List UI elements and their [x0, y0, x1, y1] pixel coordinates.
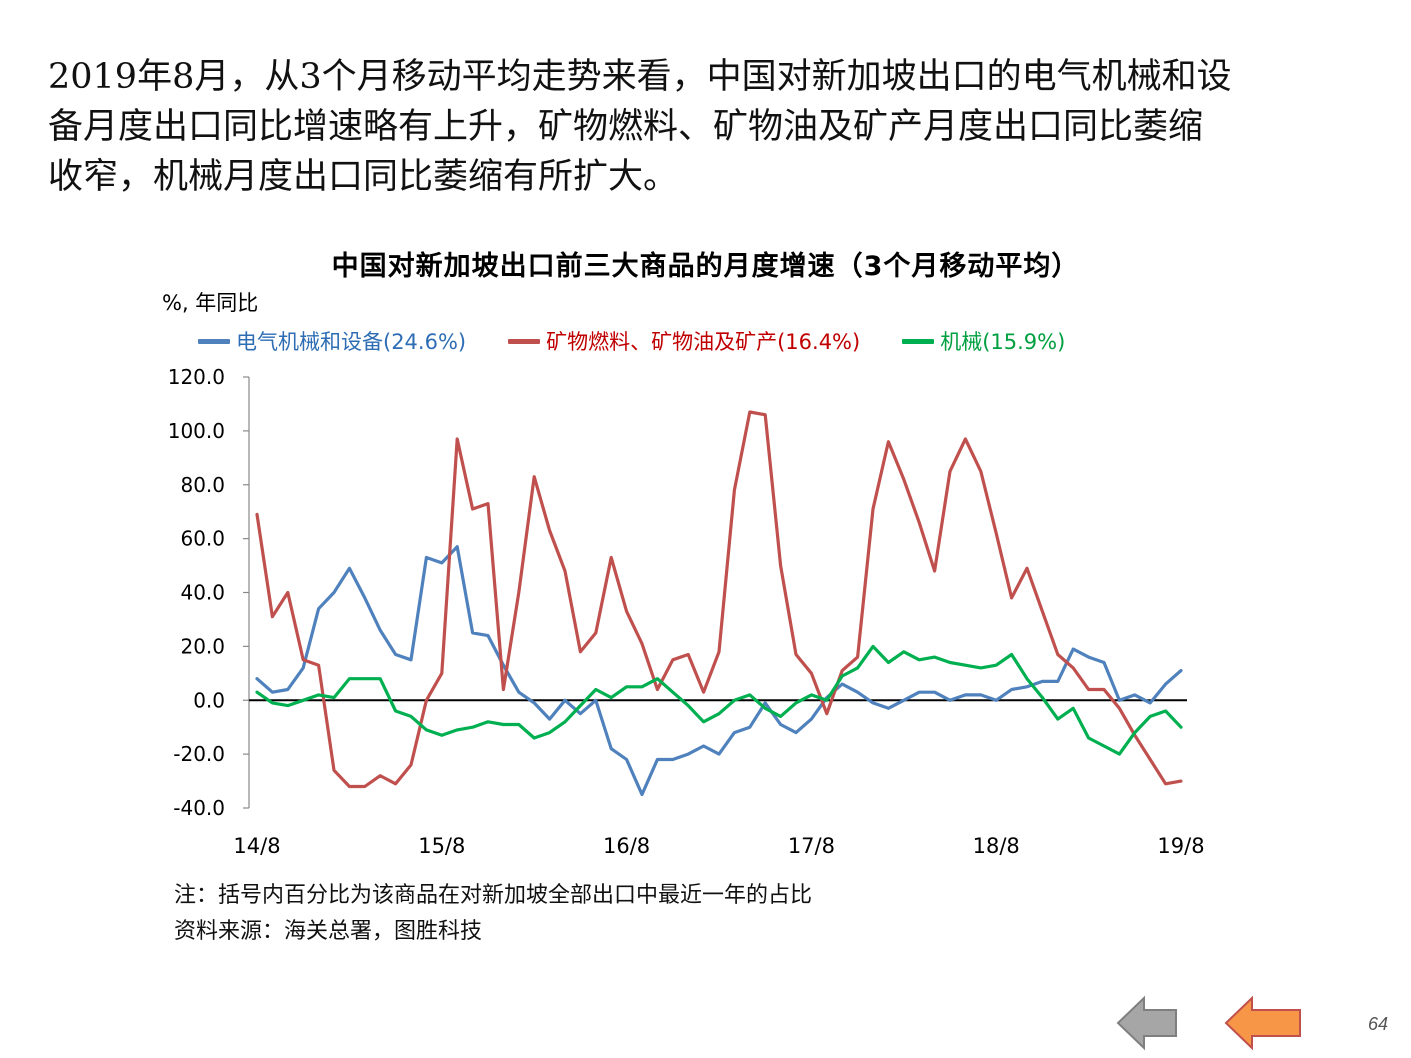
- chart-notes: 注：括号内百分比为该商品在对新加坡全部出口中最近一年的占比 资料来源：海关总署，…: [174, 878, 812, 950]
- headline-paragraph: 2019年8月，从3个月移动平均走势来看，中国对新加坡出口的电气机械和设 备月度…: [48, 52, 1378, 202]
- y-tick-label: 40.0: [180, 581, 225, 605]
- y-axis-unit-label: %, 年同比: [162, 291, 259, 315]
- y-tick-label: -40.0: [173, 796, 225, 820]
- y-tick-label: 120.0: [168, 365, 225, 389]
- series-line-electrical: [255, 545, 1183, 797]
- legend-label-machinery: 机械(15.9%): [940, 330, 1066, 354]
- chart-legend: 电气机械和设备(24.6%) 矿物燃料、矿物油及矿产(16.4%) 机械(15.…: [198, 326, 1107, 356]
- left-arrow-icon: [1116, 995, 1177, 1051]
- y-tick-label: 60.0: [180, 527, 225, 551]
- series-line-mineral-fuels: [255, 410, 1183, 789]
- forward-arrow-button[interactable]: [1222, 994, 1304, 1052]
- legend-label-electrical: 电气机械和设备(24.6%): [236, 330, 467, 354]
- headline-line-1: 2019年8月，从3个月移动平均走势来看，中国对新加坡出口的电气机械和设: [48, 57, 1232, 97]
- series-line-machinery: [255, 644, 1183, 756]
- legend-swatch-electrical: [198, 338, 230, 344]
- legend-item-electrical: 电气机械和设备(24.6%): [198, 326, 466, 356]
- footnote: 注：括号内百分比为该商品在对新加坡全部出口中最近一年的占比: [174, 883, 813, 908]
- legend-swatch-mineral-fuels: [508, 338, 541, 344]
- headline-line-3: 收窄，机械月度出口同比萎缩有所扩大。: [48, 157, 679, 197]
- back-arrow-button[interactable]: [1114, 994, 1180, 1052]
- legend-item-mineral-fuels: 矿物燃料、矿物油及矿产(16.4%): [508, 326, 860, 356]
- x-tick-label: 19/8: [1157, 834, 1204, 858]
- left-arrow-orange-icon: [1224, 995, 1301, 1051]
- chart-title: 中国对新加坡出口前三大商品的月度增速（3个月移动平均）: [331, 251, 1080, 282]
- x-tick-label: 18/8: [973, 834, 1020, 858]
- x-tick-label: 15/8: [418, 834, 465, 858]
- x-tick-label: 16/8: [603, 834, 650, 858]
- legend-label-mineral-fuels: 矿物燃料、矿物油及矿产(16.4%): [546, 330, 861, 354]
- legend-swatch-machinery: [902, 338, 935, 344]
- x-tick-label: 14/8: [233, 834, 280, 858]
- y-tick-label: 80.0: [180, 473, 225, 497]
- page-number: 64: [1368, 1014, 1389, 1034]
- data-source: 资料来源：海关总署，图胜科技: [174, 919, 483, 944]
- x-tick-label: 17/8: [788, 834, 835, 858]
- headline-line-2: 备月度出口同比增速略有上升，矿物燃料、矿物油及矿产月度出口同比萎缩: [48, 107, 1204, 147]
- y-tick-label: 100.0: [168, 419, 225, 443]
- legend-item-machinery: 机械(15.9%): [902, 326, 1065, 356]
- y-tick-label: 20.0: [180, 634, 225, 658]
- y-tick-label: 0.0: [193, 688, 225, 712]
- y-tick-label: -20.0: [173, 742, 225, 766]
